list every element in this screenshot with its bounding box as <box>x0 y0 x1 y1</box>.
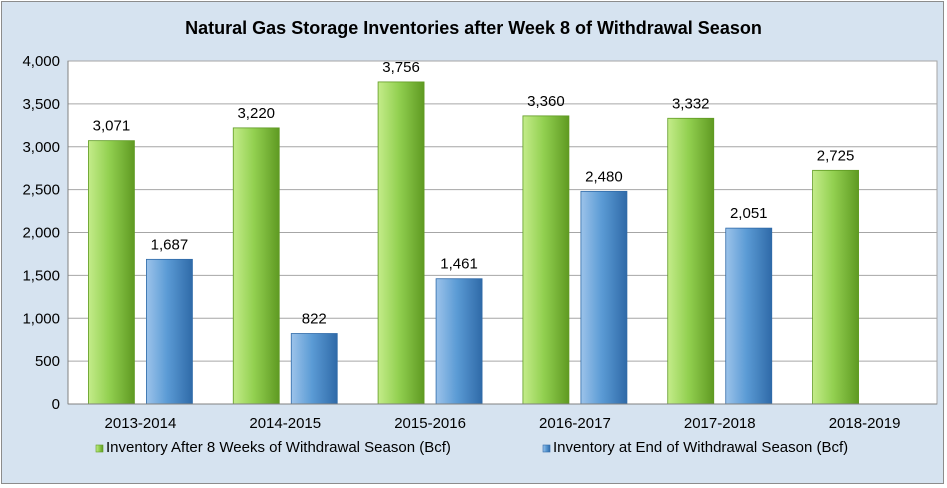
data-label: 2,480 <box>585 168 623 185</box>
bar <box>580 190 628 405</box>
bar <box>290 333 338 405</box>
data-label: 1,687 <box>151 236 189 253</box>
x-tick-label: 2015-2016 <box>394 415 466 432</box>
y-tick-label: 3,500 <box>22 96 60 113</box>
data-label: 2,725 <box>817 147 855 164</box>
y-tick-label: 500 <box>35 353 60 370</box>
bar <box>146 258 193 405</box>
x-tick-label: 2016-2017 <box>539 415 611 432</box>
y-tick-label: 1,500 <box>22 267 60 284</box>
legend-label: Inventory at End of Withdrawal Season (B… <box>553 439 848 456</box>
x-tick-label: 2018-2019 <box>829 415 901 432</box>
data-label: 1,461 <box>440 256 478 273</box>
x-tick-label: 2017-2018 <box>684 415 756 432</box>
y-tick-label: 2,500 <box>22 182 60 199</box>
bar <box>88 140 135 405</box>
legend-swatch <box>542 444 551 453</box>
data-label: 3,332 <box>672 95 710 112</box>
bar <box>667 117 715 405</box>
bar <box>232 127 280 405</box>
y-tick-label: 1,000 <box>22 310 60 327</box>
legend-swatch <box>95 444 104 453</box>
data-label: 3,360 <box>527 93 565 110</box>
data-label: 3,756 <box>382 59 420 76</box>
bar <box>522 115 570 405</box>
data-label: 822 <box>302 311 327 328</box>
y-tick-label: 4,000 <box>22 53 60 70</box>
chart-title: Natural Gas Storage Inventories after We… <box>185 18 762 38</box>
bar <box>435 278 483 405</box>
data-label: 2,051 <box>730 205 768 222</box>
y-tick-label: 2,000 <box>22 225 60 242</box>
x-tick-label: 2014-2015 <box>249 415 321 432</box>
bars <box>88 81 859 405</box>
bar <box>812 169 859 405</box>
y-tick-label: 3,000 <box>22 139 60 156</box>
data-labels: 3,071 1,687 3,220 822 3,756 1,461 3,360 2,480 3,… <box>93 59 855 328</box>
axes: 0 500 1,000 1,500 2,000 2,500 3,000 3,500 4,000 2… <box>22 53 937 432</box>
legend: Inventory After 8 Weeks of Withdrawal Se… <box>95 439 848 456</box>
data-label: 3,071 <box>93 118 131 135</box>
legend-label: Inventory After 8 Weeks of Withdrawal Se… <box>106 439 451 456</box>
bar <box>377 81 425 405</box>
bar <box>725 227 773 405</box>
x-tick-label: 2013-2014 <box>105 415 177 432</box>
data-label: 3,220 <box>237 105 275 122</box>
y-tick-label: 0 <box>52 396 60 413</box>
